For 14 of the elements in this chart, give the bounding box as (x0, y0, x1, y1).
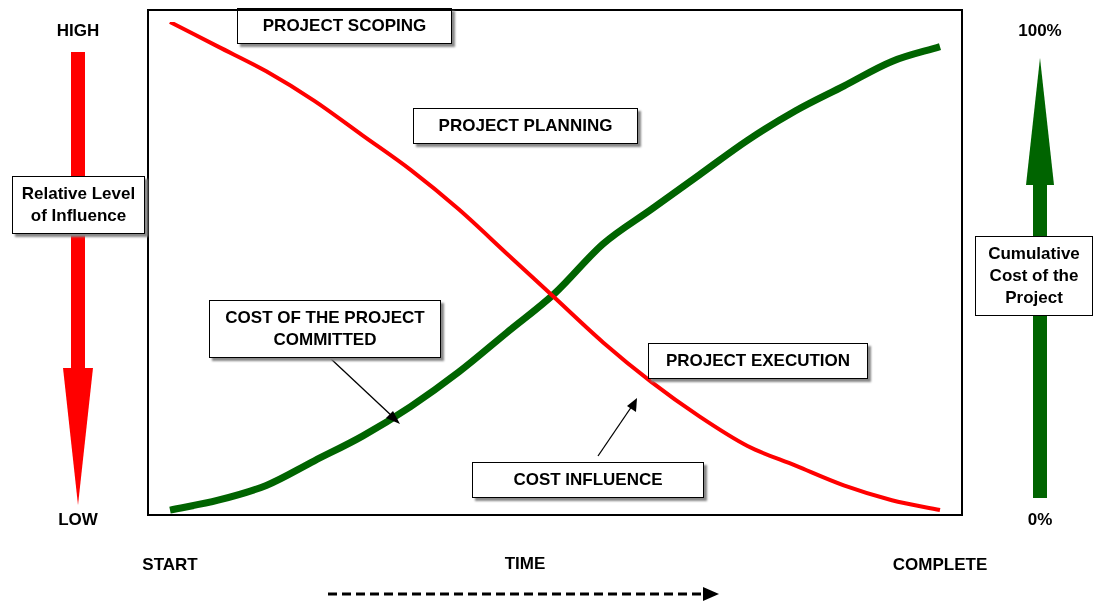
text: 100% (1017, 20, 1063, 42)
x-tick-label: COMPLETE (892, 554, 988, 574)
annotation: PROJECT EXECUTION (648, 343, 868, 379)
x-axis-title: TIME (503, 553, 547, 575)
text: 0% (1026, 509, 1054, 531)
x-tick-label: START (142, 554, 199, 574)
y-axis-title: Relative Level of Influence (12, 176, 145, 234)
annotation: COST INFLUENCE (472, 462, 704, 498)
annotation: COST OF THE PROJECT COMMITTED (209, 300, 441, 358)
annotation: PROJECT PLANNING (413, 108, 638, 144)
text: LOW (57, 509, 99, 531)
annotation: PROJECT SCOPING (237, 8, 452, 44)
y2-axis-title: Cumulative Cost of the Project (975, 236, 1093, 316)
text: HIGH (55, 20, 101, 42)
